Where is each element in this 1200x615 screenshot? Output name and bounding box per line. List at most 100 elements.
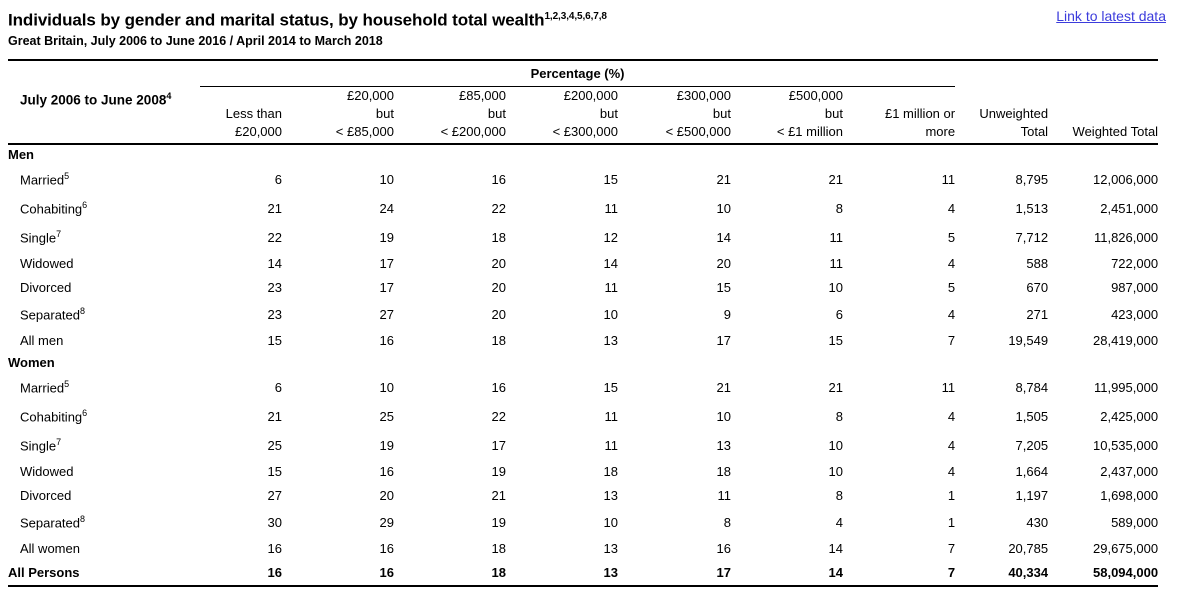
value-cell: 17 [379, 280, 394, 296]
value-cell: 9 [723, 306, 731, 322]
row-label: Single7 [20, 228, 62, 246]
row-label: Divorced [20, 488, 72, 504]
value-cell: 4 [947, 437, 956, 453]
column-header-line: £500,000 [788, 87, 843, 103]
column-header-line: < £1 million [776, 123, 843, 139]
value-cell: 29 [379, 514, 394, 530]
column-header-line: £85,000 [459, 87, 506, 103]
column-header-line [1048, 87, 1158, 105]
column-header-0: Less than £20,000 [200, 86, 282, 145]
row-label: Cohabiting6 [20, 407, 88, 425]
value-cell: 14 [716, 229, 731, 245]
value-cell: 12 [603, 229, 618, 245]
value-cell: 423,000 [1111, 306, 1159, 322]
row-label: Married5 [20, 170, 70, 188]
value-cell: 1,505 [1015, 408, 1049, 424]
table-row-all-men: All men 15 16 18 13 17 15 7 19,549 28,419,000 [8, 329, 1158, 353]
column-header-line: £20,000 [235, 123, 282, 139]
value-cell: 4 [835, 514, 843, 530]
value-cell: 17 [716, 333, 731, 349]
value-cell: 22 [491, 408, 506, 424]
row-label: Divorced [20, 280, 72, 296]
value-cell: 7,712 [1015, 229, 1049, 245]
value-cell: 21 [828, 379, 843, 395]
value-cell: 27 [267, 488, 282, 504]
value-cell: 17 [491, 437, 506, 453]
value-cell: 17 [716, 565, 731, 581]
value-cell: 16 [379, 541, 394, 557]
value-cell: 15 [267, 464, 282, 480]
value-cell: 4 [947, 200, 956, 216]
value-cell: 589,000 [1111, 514, 1159, 530]
period-footnote-mark: 4 [166, 91, 172, 102]
column-header-7: Unweighted Total [955, 86, 1049, 145]
value-cell: 14 [828, 565, 843, 581]
header-titles: Individuals by gender and marital status… [8, 6, 607, 48]
value-cell: 19 [491, 464, 506, 480]
row-footnote-mark: 8 [80, 513, 86, 524]
value-cell: 28,419,000 [1093, 333, 1159, 349]
value-cell: 19,549 [1008, 333, 1049, 349]
value-cell: 7 [947, 565, 956, 581]
column-header-5: £500,000 but < £1 million [731, 86, 843, 145]
column-header-3: £200,000 but < £300,000 [506, 86, 618, 145]
wealth-table: Percentage (%) July 2006 to June 20084 L… [8, 58, 1159, 587]
value-cell: 22 [267, 229, 282, 245]
column-header-line [955, 87, 1048, 105]
value-cell: 8,784 [1015, 379, 1049, 395]
header: Individuals by gender and marital status… [8, 6, 1166, 48]
value-cell: 11 [941, 379, 956, 395]
value-cell: 18 [491, 333, 506, 349]
value-cell: 11 [604, 408, 619, 424]
column-header-6: £1 million or more [843, 86, 956, 145]
row-label: Widowed [20, 256, 74, 272]
value-cell: 10 [828, 280, 843, 296]
band-row-empty-left [8, 60, 200, 87]
value-cell: 22 [491, 200, 506, 216]
value-cell: 15 [267, 333, 282, 349]
column-header-line: < £300,000 [552, 123, 618, 139]
value-cell: 7,205 [1015, 437, 1049, 453]
value-cell: 15 [828, 333, 843, 349]
column-header-line [1048, 105, 1158, 123]
value-cell: 1 [947, 514, 956, 530]
value-cell: 25 [267, 437, 282, 453]
value-cell: 21 [267, 408, 282, 424]
column-header-line: £20,000 [347, 87, 394, 103]
value-cell: 13 [603, 541, 618, 557]
value-cell: 2,451,000 [1100, 200, 1159, 216]
row-footnote-mark: 6 [82, 199, 88, 210]
value-cell: 12,006,000 [1093, 171, 1159, 187]
row-label: All women [20, 541, 80, 557]
value-cell: 27 [379, 306, 394, 322]
column-header-line: but [824, 105, 843, 121]
page-title-text: Individuals by gender and marital status… [8, 10, 545, 30]
value-cell: 19 [491, 514, 506, 530]
table-row-single: Single7 22 19 18 12 14 11 5 7,712 11,826,000 [8, 223, 1158, 252]
value-cell: 19 [379, 437, 394, 453]
column-header-line: Less than [225, 105, 282, 121]
value-cell: 21 [491, 488, 506, 504]
latest-data-link[interactable]: Link to latest data [1056, 8, 1166, 24]
value-cell: 18 [603, 464, 618, 480]
column-header-2: £85,000 but < £200,000 [394, 86, 506, 145]
value-cell: 14 [828, 541, 843, 557]
column-header-row: July 2006 to June 20084 Less than £20,000… [8, 86, 1159, 145]
row-footnote-mark: 5 [64, 378, 70, 389]
value-cell: 8 [835, 488, 843, 504]
row-label: All Persons [8, 565, 80, 581]
value-cell: 15 [603, 379, 618, 395]
value-cell: 14 [267, 256, 282, 272]
value-cell: 21 [267, 200, 282, 216]
value-cell: 15 [716, 280, 731, 296]
value-cell: 14 [603, 256, 618, 272]
value-cell: 20 [491, 280, 506, 296]
column-header-1: £20,000 but < £85,000 [282, 86, 394, 145]
value-cell: 10 [716, 408, 731, 424]
column-header-line [843, 87, 955, 105]
value-cell: 18 [491, 541, 506, 557]
table-row-married: Married5 6 10 16 15 21 21 11 8,784 11,995,000 [8, 373, 1158, 402]
value-cell: 20 [716, 256, 731, 272]
value-cell: 6 [835, 306, 843, 322]
value-cell: 23 [267, 280, 282, 296]
